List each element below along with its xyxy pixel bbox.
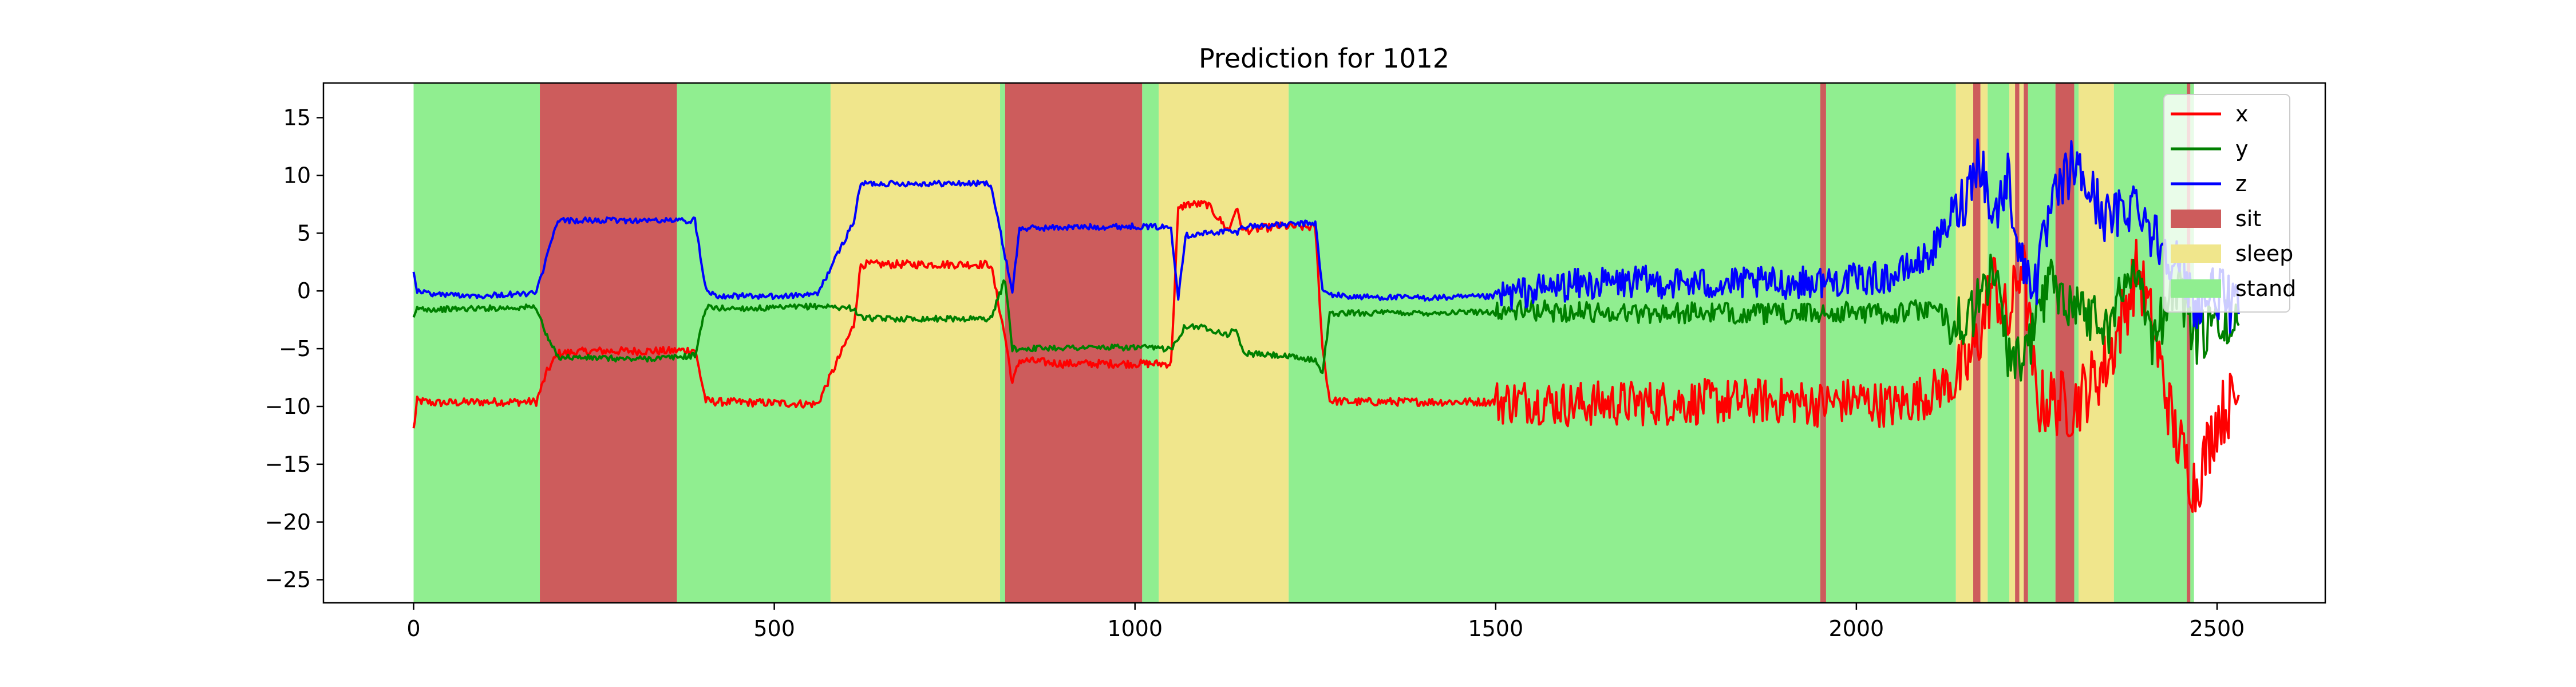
y-tick-label: 15 bbox=[283, 105, 311, 131]
region-stand-21 bbox=[2074, 83, 2079, 603]
region-sit-1 bbox=[540, 83, 677, 603]
x-tick-label: 1500 bbox=[1468, 616, 1523, 641]
legend-label-y: y bbox=[2235, 136, 2249, 161]
legend-swatch-sleep bbox=[2171, 244, 2221, 263]
region-sleep-15 bbox=[2009, 83, 2016, 603]
chart-title: Prediction for 1012 bbox=[1199, 43, 1449, 74]
label-regions bbox=[413, 83, 2194, 603]
y-tick-label: −5 bbox=[279, 336, 311, 361]
x-tick-label: 2500 bbox=[2190, 616, 2245, 641]
region-stand-6 bbox=[1142, 83, 1159, 603]
x-tick-label: 2000 bbox=[1829, 616, 1884, 641]
y-tick-label: 5 bbox=[297, 220, 311, 246]
region-sit-24 bbox=[2187, 83, 2191, 603]
y-tick-label: 0 bbox=[297, 278, 311, 303]
y-tick-label: −15 bbox=[265, 452, 311, 477]
y-tick-label: 10 bbox=[283, 163, 311, 188]
region-stand-0 bbox=[413, 83, 540, 603]
legend-label-sleep: sleep bbox=[2235, 241, 2293, 266]
plot-frame bbox=[322, 82, 2326, 604]
x-tick-label: 500 bbox=[753, 616, 795, 641]
series-z-line bbox=[412, 138, 2240, 334]
x-axis: 0 500 1000 1500 2000 2500 bbox=[406, 603, 2245, 641]
legend-label-x: x bbox=[2235, 101, 2249, 127]
legend-label-sit: sit bbox=[2235, 206, 2261, 231]
legend-swatch-stand bbox=[2171, 279, 2221, 298]
legend-label-z: z bbox=[2235, 171, 2247, 196]
region-stand-10 bbox=[1826, 83, 1956, 603]
region-sleep-3 bbox=[830, 83, 1001, 603]
region-stand-4 bbox=[1000, 83, 1005, 603]
legend-label-stand: stand bbox=[2235, 276, 2296, 301]
x-tick-label: 1000 bbox=[1107, 616, 1163, 641]
series-y-line bbox=[412, 254, 2240, 382]
y-axis: 15 10 5 0 −5 −10 −15 −20 −25 bbox=[265, 105, 323, 593]
region-sleep-7 bbox=[1159, 83, 1289, 603]
y-tick-label: −10 bbox=[265, 394, 311, 419]
legend-swatch-sit bbox=[2171, 210, 2221, 228]
region-sit-5 bbox=[1005, 83, 1143, 603]
x-tick-label: 0 bbox=[406, 616, 420, 641]
region-sleep-13 bbox=[1980, 83, 1988, 603]
region-sleep-17 bbox=[2019, 83, 2024, 603]
series-lines bbox=[412, 138, 2240, 513]
legend: xyz sit sleep stand bbox=[2163, 94, 2296, 313]
region-stand-8 bbox=[1289, 83, 1820, 603]
y-tick-label: −20 bbox=[265, 510, 311, 535]
region-sit-9 bbox=[1820, 83, 1826, 603]
y-tick-label: −25 bbox=[265, 567, 311, 593]
region-stand-2 bbox=[677, 83, 831, 603]
